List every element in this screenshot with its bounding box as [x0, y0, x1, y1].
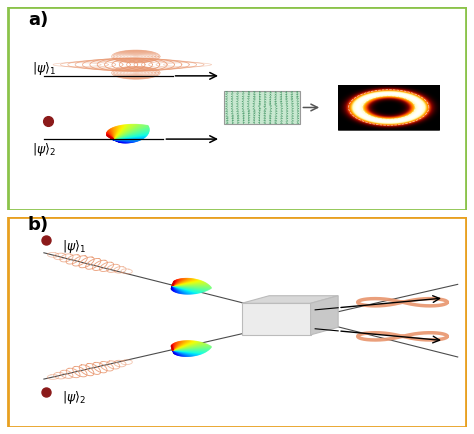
Text: $|\psi\rangle_2$: $|\psi\rangle_2$ [62, 389, 86, 406]
Text: a): a) [28, 11, 48, 29]
Text: $|\psi\rangle_2$: $|\psi\rangle_2$ [32, 141, 56, 158]
Text: $|\psi\rangle_1$: $|\psi\rangle_1$ [32, 60, 56, 77]
Polygon shape [310, 296, 338, 335]
Polygon shape [242, 296, 338, 303]
Bar [338, 85, 439, 130]
Polygon shape [242, 303, 310, 335]
FancyBboxPatch shape [8, 217, 466, 427]
Text: b): b) [28, 216, 49, 233]
Text: $|\psi\rangle_1$: $|\psi\rangle_1$ [62, 238, 86, 255]
Bar [224, 91, 300, 124]
FancyBboxPatch shape [8, 7, 466, 210]
